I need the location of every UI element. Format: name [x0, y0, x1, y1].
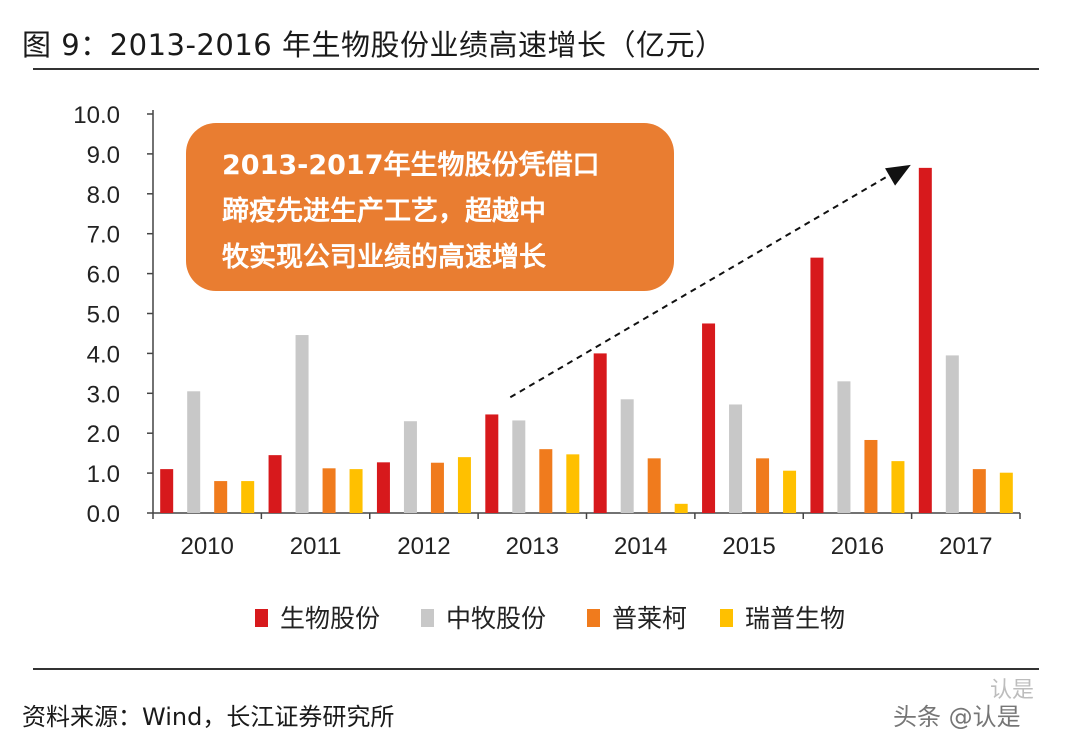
bar-中牧股份 — [187, 391, 201, 513]
legend-label: 中牧股份 — [446, 604, 546, 633]
bar-瑞普生物 — [241, 481, 255, 513]
bars — [160, 167, 1013, 514]
x-tick-label: 2013 — [506, 533, 559, 560]
x-tick-label: 2017 — [939, 533, 992, 560]
bar-生物股份 — [376, 462, 390, 513]
bar-普莱柯 — [972, 469, 986, 513]
bar-普莱柯 — [756, 458, 770, 513]
y-tick-label: 1.0 — [87, 461, 120, 488]
x-tick-label: 2010 — [180, 533, 233, 560]
bar-瑞普生物 — [674, 503, 688, 513]
y-tick-label: 8.0 — [87, 182, 120, 209]
x-tick-label: 2016 — [831, 533, 884, 560]
y-tick-label: 2.0 — [87, 421, 120, 448]
bar-chart: 0.01.02.03.04.05.06.07.08.09.010.0 2010 2… — [73, 102, 1021, 633]
annotation-text-line: 牧实现公司业绩的高速增长 — [222, 241, 547, 273]
trend-arrow — [509, 164, 911, 399]
y-tick-label: 4.0 — [87, 341, 120, 368]
bar-生物股份 — [485, 414, 499, 513]
bar-瑞普生物 — [349, 469, 363, 513]
bar-普莱柯 — [864, 439, 878, 513]
top-rule — [33, 68, 1039, 70]
x-axis: 2010 2011 2012 2013 2014 2015 2016 2017 — [152, 512, 1021, 560]
bar-生物股份 — [810, 257, 824, 513]
bar-中牧股份 — [512, 420, 526, 513]
bar-普莱柯 — [322, 468, 336, 513]
y-tick-label: 10.0 — [73, 102, 120, 129]
legend-swatch — [255, 609, 268, 627]
legend-swatch — [587, 609, 600, 627]
bar-中牧股份 — [945, 355, 959, 513]
legend: 生物股份 中牧股份 普莱柯 瑞普生物 — [255, 604, 845, 633]
legend-label: 普莱柯 — [612, 604, 687, 633]
trend-arrow-head — [885, 164, 911, 186]
x-tick-label: 2011 — [290, 533, 342, 560]
bar-瑞普生物 — [566, 454, 580, 513]
legend-label: 瑞普生物 — [745, 604, 845, 633]
bar-普莱柯 — [539, 449, 553, 513]
bar-瑞普生物 — [891, 461, 905, 513]
annotation-text-line: 2013-2017年生物股份凭借口 — [222, 149, 600, 181]
watermark-logo: 认是 — [990, 678, 1035, 703]
bar-中牧股份 — [837, 381, 851, 513]
y-tick-label: 3.0 — [87, 381, 120, 408]
y-tick-label: 5.0 — [87, 302, 120, 329]
bar-生物股份 — [593, 353, 607, 513]
bar-瑞普生物 — [783, 470, 797, 513]
bar-中牧股份 — [403, 421, 417, 513]
legend-label: 生物股份 — [280, 604, 380, 633]
x-tick-label: 2015 — [722, 533, 775, 560]
bar-中牧股份 — [295, 335, 309, 513]
watermark-text: 头条 @认是 — [893, 703, 1021, 731]
x-tick-label: 2014 — [614, 533, 667, 560]
bar-生物股份 — [702, 323, 716, 513]
bar-瑞普生物 — [999, 472, 1013, 513]
annotation-box — [186, 123, 674, 291]
legend-swatch — [421, 609, 434, 627]
annotation: 2013-2017年生物股份凭借口蹄疫先进生产工艺，超越中牧实现公司业绩的高速增… — [186, 123, 674, 291]
bar-普莱柯 — [647, 458, 661, 513]
y-tick-label: 6.0 — [87, 262, 120, 289]
legend-swatch — [720, 609, 733, 627]
bar-中牧股份 — [620, 399, 634, 513]
chart-title: 图 9：2013-2016 年生物股份业绩高速增长（亿元） — [22, 28, 725, 62]
bar-瑞普生物 — [457, 457, 471, 513]
y-axis: 0.0 1.0 2.0 3.0 4.0 5.0 6.0 7.0 8.0 9.0 10.0 — [73, 102, 154, 528]
y-tick-label: 7.0 — [87, 222, 120, 249]
bar-普莱柯 — [214, 481, 228, 513]
annotation-text-line: 蹄疫先进生产工艺，超越中 — [222, 195, 546, 227]
bar-生物股份 — [918, 167, 932, 514]
bar-普莱柯 — [430, 462, 444, 513]
source-note: 资料来源：Wind，长江证券研究所 — [22, 703, 395, 731]
trend-arrow-line — [509, 170, 898, 399]
y-tick-label: 9.0 — [87, 142, 120, 169]
bottom-rule — [33, 668, 1039, 670]
bar-生物股份 — [160, 469, 174, 513]
y-tick-label: 0.0 — [87, 501, 120, 528]
bar-中牧股份 — [729, 404, 743, 513]
bar-生物股份 — [268, 455, 282, 513]
x-tick-label: 2012 — [397, 533, 450, 560]
